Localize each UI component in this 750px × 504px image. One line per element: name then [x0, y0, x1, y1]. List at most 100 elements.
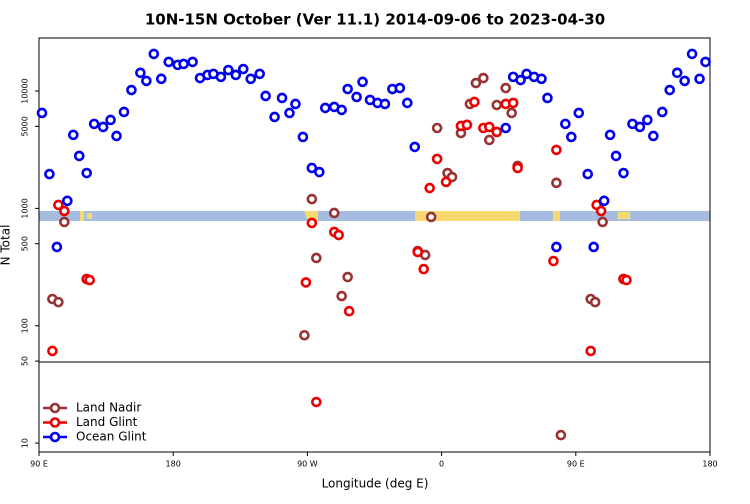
point: [342, 83, 353, 95]
point: [507, 97, 519, 109]
point: [671, 67, 683, 79]
point: [484, 121, 495, 133]
point: [269, 111, 280, 123]
point: [163, 56, 175, 68]
point: [141, 75, 152, 87]
point: [351, 91, 362, 103]
point: [394, 82, 406, 94]
point: [634, 121, 646, 133]
point: [311, 252, 322, 264]
point: [412, 246, 424, 258]
point: [155, 73, 167, 85]
point: [440, 176, 452, 188]
point: [300, 277, 312, 288]
x-tick-label: 180: [702, 460, 717, 469]
point: [664, 84, 676, 96]
point: [461, 119, 473, 131]
point: [402, 97, 413, 109]
point: [53, 296, 64, 308]
x-tick-label: 90 E: [30, 460, 48, 469]
point: [566, 131, 577, 143]
point: [84, 274, 95, 286]
point: [555, 429, 567, 441]
point: [299, 329, 310, 341]
point: [245, 73, 257, 85]
point: [478, 72, 489, 84]
legend-label: Land Glint: [76, 415, 138, 429]
point: [59, 205, 70, 217]
point: [237, 63, 249, 75]
legend-marker: [49, 402, 61, 414]
point: [621, 274, 632, 286]
point: [62, 195, 73, 207]
x-axis-label: Longitude (deg E): [322, 477, 429, 491]
legend-marker: [49, 431, 61, 443]
point: [118, 106, 130, 118]
point: [597, 216, 608, 228]
point: [333, 229, 345, 241]
point: [97, 121, 109, 133]
point: [67, 129, 79, 141]
point: [542, 92, 553, 104]
x-tick-label: 90 E: [567, 460, 585, 469]
point: [588, 241, 599, 253]
x-tick-label: 0: [439, 460, 444, 469]
point: [254, 68, 265, 80]
point: [336, 104, 347, 116]
point: [484, 134, 495, 146]
point: [357, 76, 368, 88]
point: [36, 107, 48, 119]
x-tick-label: 90 W: [297, 460, 318, 469]
point: [306, 217, 318, 229]
y-tick-label: 10000: [21, 78, 30, 103]
point: [551, 241, 562, 253]
point: [51, 241, 63, 253]
map-strip: [39, 211, 710, 221]
point: [314, 166, 325, 178]
point: [328, 207, 340, 219]
y-tick-label: 50: [21, 356, 30, 366]
point: [111, 130, 122, 142]
point: [694, 73, 705, 85]
point: [551, 144, 562, 156]
point: [642, 114, 653, 126]
point: [319, 102, 331, 114]
point: [409, 141, 421, 153]
point: [506, 107, 517, 119]
point: [500, 82, 512, 94]
point: [573, 107, 585, 119]
point: [491, 99, 503, 111]
point: [276, 92, 288, 104]
point: [595, 205, 607, 217]
point: [260, 90, 271, 102]
point: [343, 305, 355, 317]
point: [686, 48, 698, 60]
point: [470, 77, 482, 89]
point: [536, 73, 547, 85]
point: [551, 177, 562, 189]
point: [515, 74, 526, 86]
y-axis-label: N Total: [0, 225, 13, 266]
point: [700, 56, 711, 68]
point: [598, 195, 610, 207]
point: [589, 296, 601, 308]
point: [618, 167, 629, 179]
point: [342, 271, 353, 283]
point: [648, 130, 659, 142]
point: [585, 345, 597, 357]
point: [431, 122, 443, 134]
plot-frame: [38, 37, 711, 453]
point: [223, 64, 234, 76]
point: [290, 98, 301, 110]
point: [215, 71, 227, 83]
legend-label: Land Nadir: [76, 401, 141, 415]
point: [582, 168, 594, 180]
x-tick-label: 180: [166, 460, 181, 469]
point: [88, 118, 100, 130]
point: [187, 56, 198, 68]
chart-title: 10N-15N October (Ver 11.1) 2014-09-06 to…: [145, 11, 605, 29]
point: [610, 150, 622, 162]
point: [548, 255, 559, 267]
point: [469, 96, 480, 108]
